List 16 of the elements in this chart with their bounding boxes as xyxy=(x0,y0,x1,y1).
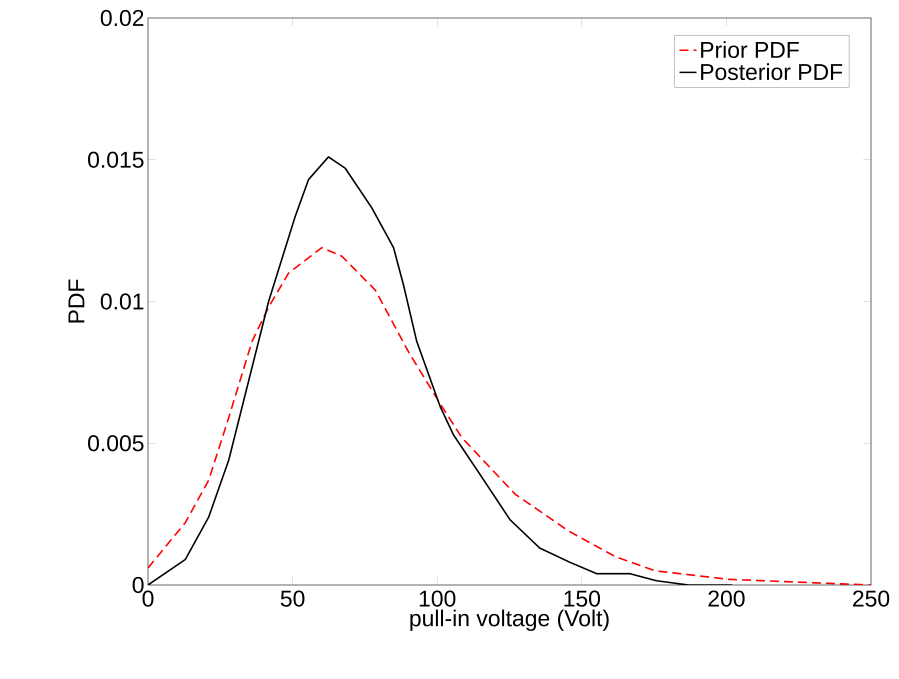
legend-label: Posterior PDF xyxy=(701,63,842,80)
legend-label: Prior PDF xyxy=(701,41,799,58)
y-tick-label: 0.02 xyxy=(100,10,144,26)
y-tick-label: 0.005 xyxy=(88,435,144,452)
x-tick-label: 100 xyxy=(420,590,456,607)
line-series xyxy=(148,246,872,585)
x-tick-label: 200 xyxy=(708,590,745,607)
line-series xyxy=(148,156,733,585)
y-tick-label: 0.015 xyxy=(88,152,144,168)
y-tick-label: 0 xyxy=(132,576,144,594)
x-tick-label: 150 xyxy=(564,590,600,607)
x-axis-title: pull-in voltage (Volt) xyxy=(410,610,609,631)
y-axis-title: PDF xyxy=(68,280,84,323)
x-tick-label: 50 xyxy=(280,590,304,607)
x-tick-label: 250 xyxy=(853,590,890,607)
y-tick-label: 0.01 xyxy=(100,293,144,310)
